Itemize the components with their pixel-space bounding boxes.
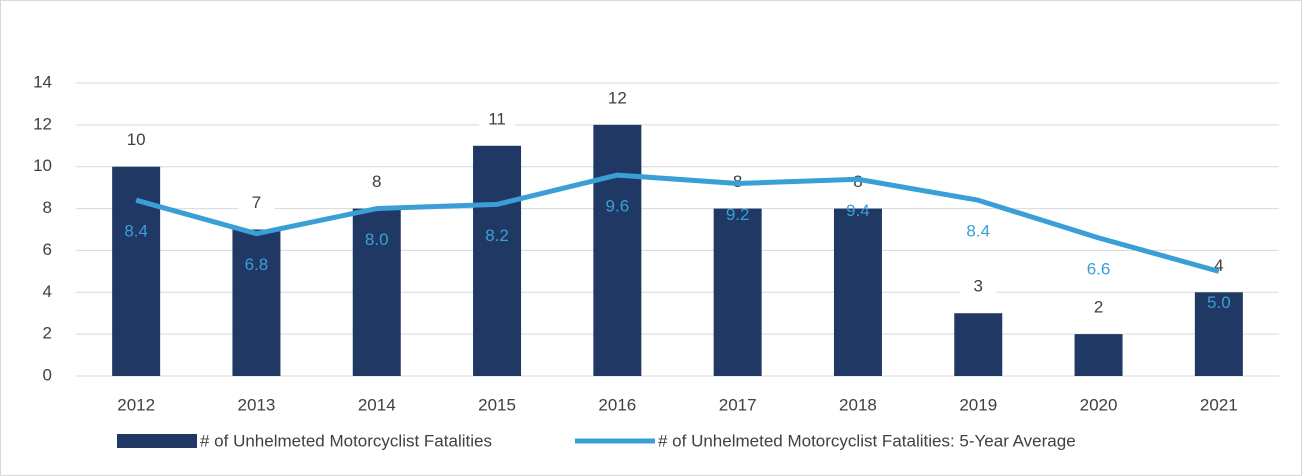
legend-label: # of Unhelmeted Motorcyclist Fatalities:… (658, 431, 1076, 450)
label-box (358, 170, 395, 195)
x-tick-label: 2021 (1200, 395, 1238, 414)
bar (352, 208, 401, 376)
x-tick-label: 2019 (959, 395, 997, 414)
bar (473, 145, 522, 376)
bar (232, 229, 281, 376)
label-box (238, 191, 275, 216)
bar-value-label: 3 (974, 277, 983, 296)
line-value-label: 6.6 (1087, 259, 1111, 278)
label-box (1080, 296, 1117, 321)
y-tick-label: 0 (43, 365, 52, 384)
x-tick-label: 2016 (598, 395, 636, 414)
line-value-label: 9.6 (606, 197, 630, 216)
line-value-label: 8.0 (365, 230, 389, 249)
x-tick-label: 2017 (719, 395, 757, 414)
bar (954, 313, 1003, 376)
bar (593, 124, 642, 376)
bar-value-label: 8 (372, 172, 381, 191)
bar-value-label: 12 (608, 88, 627, 107)
bar (833, 208, 882, 376)
bar-value-label: 7 (252, 193, 261, 212)
y-tick-label: 6 (43, 240, 52, 259)
bar (1074, 334, 1123, 376)
y-tick-label: 2 (43, 324, 52, 343)
legend-label: # of Unhelmeted Motorcyclist Fatalities (200, 431, 492, 450)
y-tick-label: 12 (33, 114, 52, 133)
label-box (1200, 254, 1237, 279)
bar (112, 166, 161, 376)
line-value-label: 9.2 (726, 205, 750, 224)
bar (1194, 292, 1243, 376)
y-tick-label: 8 (43, 198, 52, 217)
legend-swatch (117, 434, 197, 448)
bar-value-label: 4 (1214, 256, 1223, 275)
line-value-label: 9.4 (846, 201, 870, 220)
bar-value-label: 10 (127, 130, 146, 149)
bar-value-label: 11 (488, 109, 506, 128)
x-tick-label: 2012 (117, 395, 155, 414)
line-value-label: 8.4 (124, 222, 148, 241)
x-tick-label: 2015 (478, 395, 516, 414)
line-value-label: 8.4 (966, 222, 990, 241)
line (135, 172, 1220, 274)
bar (713, 208, 762, 376)
y-tick-label: 10 (33, 156, 52, 175)
label-box (479, 107, 516, 132)
label-box (599, 86, 636, 111)
label-box (118, 128, 155, 153)
x-tick-label: 2014 (358, 395, 396, 414)
line-value-label: 5.0 (1207, 293, 1231, 312)
bar-value-label: 2 (1094, 298, 1103, 317)
y-tick-label: 14 (33, 72, 52, 91)
y-tick-label: 4 (43, 282, 52, 301)
x-tick-label: 2020 (1080, 395, 1118, 414)
x-tick-label: 2013 (238, 395, 276, 414)
x-tick-label: 2018 (839, 395, 877, 414)
line-value-label: 8.2 (485, 226, 509, 245)
line-value-label: 6.8 (245, 255, 269, 274)
label-box (960, 275, 997, 300)
